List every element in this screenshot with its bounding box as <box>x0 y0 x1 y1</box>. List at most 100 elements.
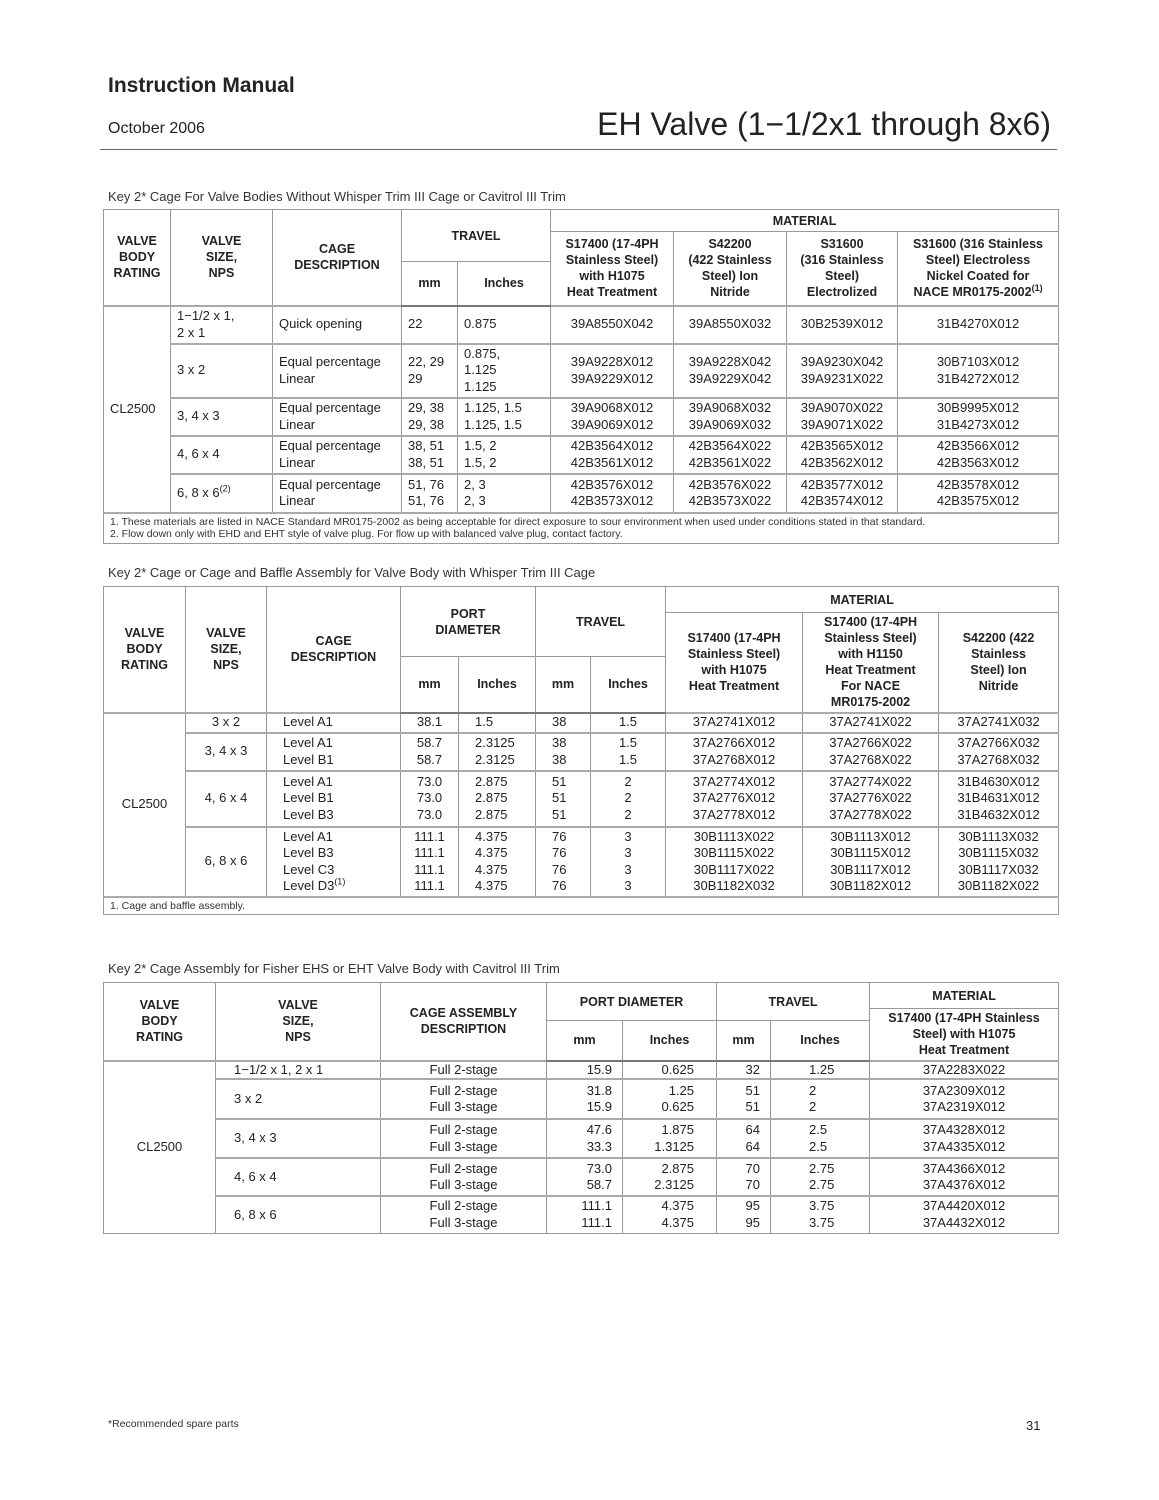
cage-assembly-description-value: Full 2-stage Full 3-stage <box>429 1198 498 1230</box>
table-row: 4, 6 x 4 Full 2-stage Full 3-stage 73.0 58… <box>104 1157 1060 1197</box>
publication-date: October 2006 <box>108 120 205 137</box>
travel-mm-cell: 22 <box>401 304 458 344</box>
port-inches-value: 1.25 0.625 <box>661 1082 695 1115</box>
travel-inches-cell: 1.5 1.5 <box>589 731 667 771</box>
travel-inches-value: 1.25 <box>809 1061 835 1077</box>
travel-mm-value: 22, 29 29 <box>408 354 445 386</box>
material-s17400-h1150-cell: 30B1113X012 30B1115X012 30B1117X012 30B1… <box>802 825 940 897</box>
material-s31600-value: 42B3565X012 42B3562X012 <box>800 438 884 470</box>
valve-size-cell: 4, 6 x 4 <box>215 1157 381 1197</box>
document-title: EH Valve (1−1/2x1 through 8x6) <box>597 106 1051 142</box>
travel-mm-cell: 51 51 51 <box>535 769 591 827</box>
material-s42200-value: 42B3564X022 42B3561X022 <box>688 438 772 470</box>
material-s31600-nace-cell: 30B9995X012 31B4273X012 <box>897 396 1060 436</box>
valve-size-value: 3 x 2 <box>234 1090 263 1106</box>
material-s42200-value: 39A9228X042 39A9229X042 <box>688 354 772 386</box>
material-s31600-cell: 42B3565X012 42B3562X012 <box>786 434 899 474</box>
header-valve-size: VALVE SIZE, NPS <box>185 586 267 713</box>
footnote-ref: (2) <box>219 483 231 494</box>
material-s31600-value: 30B2539X012 <box>800 316 884 332</box>
header-port-mm: mm <box>546 1020 623 1062</box>
material-s42200-value: 31B4630X012 31B4631X012 31B4632X012 <box>957 773 1040 822</box>
header-material-s31600-nace: S31600 (316 Stainless Steel) Electroless… <box>897 231 1060 306</box>
port-mm-value: 73.0 58.7 <box>586 1160 612 1193</box>
port-inches-value: 4.375 4.375 4.375 4.375 <box>475 828 508 894</box>
header-material-s42200: S42200 (422 Stainless Steel) Ion Nitride <box>938 612 1060 713</box>
port-mm-value: 111.1 111.1 111.1 111.1 <box>414 828 445 894</box>
material-s31600-nace-value: 30B7103X012 31B4272X012 <box>936 354 1020 386</box>
valve-size-cell: 3 x 2 <box>185 711 267 733</box>
material-s42200-value: 39A9068X032 39A9069X032 <box>688 400 772 432</box>
travel-mm-cell: 51 51 <box>716 1078 772 1120</box>
material-s17400-value: 39A8550X042 <box>570 316 654 332</box>
material-s17400-h1150-value: 30B1113X012 30B1115X012 30B1117X012 30B1… <box>829 828 912 894</box>
material-s17400-h1075-cell: 30B1113X022 30B1115X022 30B1117X022 30B1… <box>665 825 804 897</box>
port-mm-cell: 111.1 111.1 <box>546 1195 623 1234</box>
travel-mm-cell: 38 38 <box>535 731 591 771</box>
material-s42200-cell: 42B3576X022 42B3573X022 <box>673 472 788 513</box>
header-travel-inches: Inches <box>456 261 552 307</box>
cage-description-cell: Level A1 Level B3 Level C3 Level D3(1) <box>266 825 401 897</box>
table-row: 6, 8 x 6 Full 2-stage Full 3-stage 111.1 1… <box>104 1195 1060 1234</box>
valve-size-value: 3, 4 x 3 <box>204 743 248 759</box>
material-s31600-nace-value: 30B9995X012 31B4273X012 <box>936 400 1020 432</box>
travel-inches-cell: 1.25 <box>770 1059 871 1080</box>
travel-mm-cell: 32 <box>716 1059 772 1080</box>
body-rating-cell: CL2500 <box>103 711 186 897</box>
header-material: MATERIAL <box>550 209 1060 232</box>
valve-size-value: 6, 8 x 6 <box>234 1206 277 1222</box>
material-s42200-cell: 30B1113X032 30B1115X032 30B1117X032 30B1… <box>938 825 1060 897</box>
header-valve-size: VALVE SIZE, NPS <box>170 209 273 306</box>
header-cage-description: CAGE DESCRIPTION <box>272 209 402 306</box>
valve-size-value: 3 x 2 <box>211 714 241 730</box>
port-mm-value: 73.0 73.0 73.0 <box>416 773 443 822</box>
material-s31600-cell: 39A9230X042 39A9231X022 <box>786 342 899 398</box>
travel-inches-value: 1.5, 2 1.5, 2 <box>464 438 497 470</box>
material-s31600-nace-cell: 31B4270X012 <box>897 304 1060 344</box>
travel-mm-cell: 29, 38 29, 38 <box>401 396 458 436</box>
material-s17400-cell: 37A2283X022 <box>869 1059 1060 1080</box>
table-row: 6, 8 x 6(2) Equal percentage Linear 51, 76… <box>104 472 1060 513</box>
header-travel-mm: mm <box>535 656 591 714</box>
port-inches-cell: 1.25 0.625 <box>621 1078 718 1120</box>
port-inches-cell: 2.3125 2.3125 <box>458 731 536 771</box>
material-s17400-h1075-value: 37A2766X012 37A2768X012 <box>692 735 776 767</box>
valve-size-cell: 4, 6 x 4 <box>185 769 267 827</box>
travel-mm-value: 38 38 <box>552 735 567 767</box>
header-travel-mm: mm <box>401 261 458 307</box>
header-port-diameter: PORT DIAMETER <box>545 982 718 1021</box>
material-s17400-h1150-value: 37A2774X022 37A2776X022 37A2778X022 <box>829 773 912 822</box>
travel-inches-value: 2 2 <box>809 1082 817 1115</box>
port-mm-value: 31.8 15.9 <box>586 1082 612 1115</box>
material-s17400-cell: 42B3564X012 42B3561X012 <box>550 434 675 474</box>
material-s31600-cell: 39A9070X022 39A9071X022 <box>786 396 899 436</box>
cage-assembly-description-value: Full 2-stage Full 3-stage <box>429 1122 498 1154</box>
valve-size-value: 4, 6 x 4 <box>177 446 220 462</box>
header-travel-inches: Inches <box>770 1020 871 1062</box>
table-row: 3, 4 x 3 Full 2-stage Full 3-stage 47.6 33… <box>104 1118 1060 1159</box>
material-s17400-value: 37A4420X012 37A4432X012 <box>922 1198 1006 1230</box>
material-s17400-h1075-value: 37A2741X012 <box>692 714 776 730</box>
header-body-rating: VALVE BODY RATING <box>103 586 186 713</box>
header-material-s17400-h1150: S17400 (17-4PH Stainless Steel) with H11… <box>802 612 940 713</box>
valve-size-value: 4, 6 x 4 <box>234 1168 277 1184</box>
table-row: CL2500 3 x 2 Level A1 38.1 1.5 38 1.5 37A2741X0… <box>103 711 1060 897</box>
travel-mm-cell: 64 64 <box>716 1118 772 1159</box>
valve-size-cell: 6, 8 x 6(2) <box>170 472 273 513</box>
material-s17400-h1150-cell: 37A2741X022 <box>802 711 940 733</box>
material-s17400-cell: 37A4328X012 37A4335X012 <box>869 1118 1060 1159</box>
cage-description-value: Quick opening <box>279 316 363 332</box>
header-body-rating: VALVE BODY RATING <box>103 209 171 306</box>
valve-size-value: 3, 4 x 3 <box>177 408 220 424</box>
travel-inches-cell: 0.875 <box>456 304 552 344</box>
header-travel: TRAVEL <box>534 586 667 657</box>
port-mm-value: 47.6 33.3 <box>586 1122 612 1154</box>
material-s31600-cell: 42B3577X012 42B3574X012 <box>786 472 899 513</box>
cage-description-cell: Equal percentage Linear <box>272 472 402 513</box>
travel-inches-cell: 1.5 <box>589 711 667 733</box>
travel-inches-cell: 2, 3 2, 3 <box>456 472 552 513</box>
travel-mm-cell: 38 <box>535 711 591 733</box>
travel-mm-value: 32 <box>745 1061 761 1077</box>
valve-size-cell: 6, 8 x 6 <box>185 825 267 897</box>
cage-description-value: Level A1 Level B1 Level B3 <box>283 773 334 822</box>
